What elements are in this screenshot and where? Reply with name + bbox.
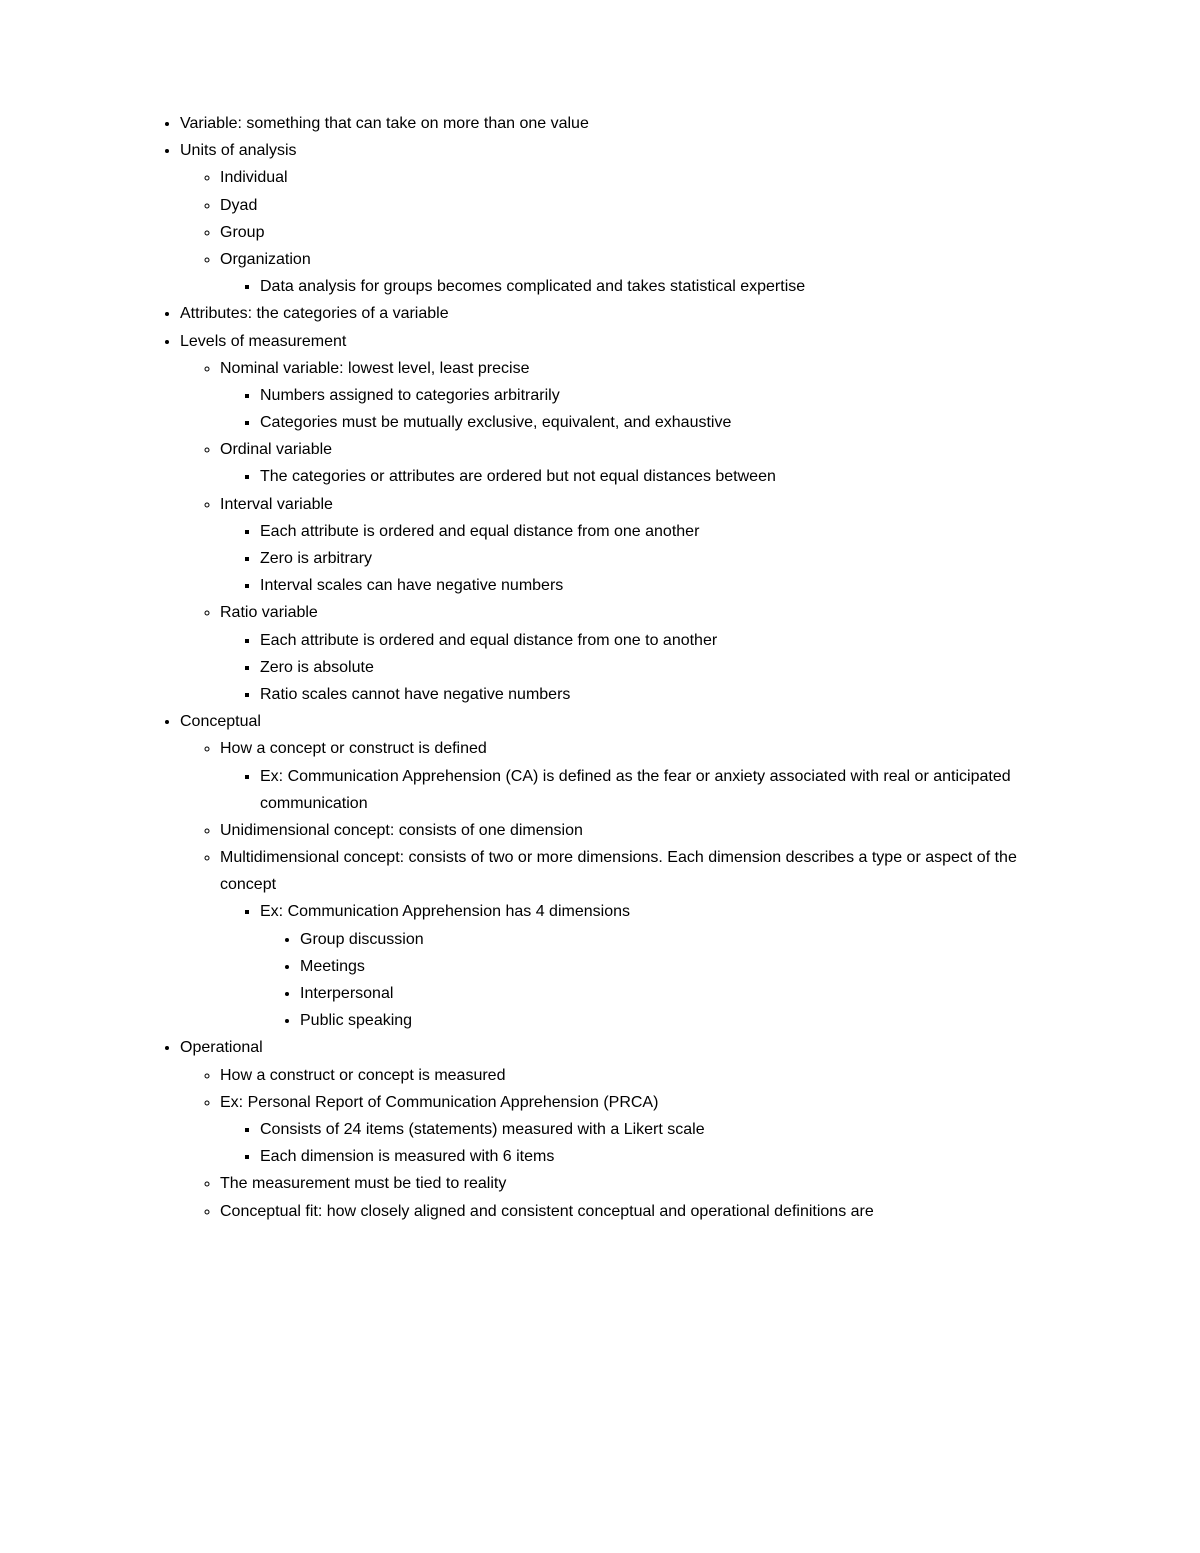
sublist: Each attribute is ordered and equal dist… [220, 627, 1060, 709]
item-text: Group discussion [300, 931, 424, 948]
list-item: Ordinal variable The categories or attri… [220, 436, 1060, 490]
list-item: Conceptual fit: how closely aligned and … [220, 1198, 1060, 1225]
item-text: Organization [220, 251, 311, 268]
sublist: Consists of 24 items (statements) measur… [220, 1116, 1060, 1170]
item-text: Each attribute is ordered and equal dist… [260, 632, 717, 649]
item-text: The measurement must be tied to reality [220, 1175, 506, 1192]
list-item: The categories or attributes are ordered… [260, 463, 1060, 490]
list-item: Consists of 24 items (statements) measur… [260, 1116, 1060, 1143]
list-item: Individual [220, 164, 1060, 191]
sublist: Individual Dyad Group Organization Data … [180, 164, 1060, 300]
list-item: Each attribute is ordered and equal dist… [260, 518, 1060, 545]
list-item: The measurement must be tied to reality [220, 1170, 1060, 1197]
list-item: Each dimension is measured with 6 items [260, 1143, 1060, 1170]
list-item: Ex: Communication Apprehension has 4 dim… [260, 898, 1060, 1034]
item-text: Group [220, 224, 264, 241]
item-text: Consists of 24 items (statements) measur… [260, 1121, 705, 1138]
list-item: Numbers assigned to categories arbitrari… [260, 382, 1060, 409]
list-item: Zero is arbitrary [260, 545, 1060, 572]
item-text: Each dimension is measured with 6 items [260, 1148, 554, 1165]
sublist: How a concept or construct is defined Ex… [180, 735, 1060, 1034]
list-item: Ex: Communication Apprehension (CA) is d… [260, 763, 1060, 817]
list-item: Levels of measurement Nominal variable: … [180, 328, 1060, 709]
item-text: How a construct or concept is measured [220, 1067, 505, 1084]
item-text: How a concept or construct is defined [220, 740, 487, 757]
list-item: Attributes: the categories of a variable [180, 300, 1060, 327]
item-text: Ex: Communication Apprehension has 4 dim… [260, 903, 630, 920]
item-text: Numbers assigned to categories arbitrari… [260, 387, 560, 404]
list-item: Each attribute is ordered and equal dist… [260, 627, 1060, 654]
list-item: Meetings [300, 953, 1060, 980]
item-text: Units of analysis [180, 142, 297, 159]
sublist: Data analysis for groups becomes complic… [220, 273, 1060, 300]
item-text: Unidimensional concept: consists of one … [220, 822, 583, 839]
item-text: Categories must be mutually exclusive, e… [260, 414, 731, 431]
sublist: The categories or attributes are ordered… [220, 463, 1060, 490]
item-text: Multidimensional concept: consists of tw… [220, 849, 1017, 893]
list-item: Interval scales can have negative number… [260, 572, 1060, 599]
item-text: Data analysis for groups becomes complic… [260, 278, 805, 295]
sublist: Numbers assigned to categories arbitrari… [220, 382, 1060, 436]
sublist: Ex: Communication Apprehension (CA) is d… [220, 763, 1060, 817]
list-item: Units of analysis Individual Dyad Group … [180, 137, 1060, 300]
item-text: Dyad [220, 197, 257, 214]
item-text: Individual [220, 169, 288, 186]
list-item: Organization Data analysis for groups be… [220, 246, 1060, 300]
list-item: Operational How a construct or concept i… [180, 1034, 1060, 1224]
item-text: Ordinal variable [220, 441, 332, 458]
item-text: Zero is arbitrary [260, 550, 372, 567]
list-item: Conceptual How a concept or construct is… [180, 708, 1060, 1034]
item-text: Zero is absolute [260, 659, 374, 676]
list-item: Interval variable Each attribute is orde… [220, 491, 1060, 600]
list-item: Interpersonal [300, 980, 1060, 1007]
list-item: Ex: Personal Report of Communication App… [220, 1089, 1060, 1171]
list-item: Unidimensional concept: consists of one … [220, 817, 1060, 844]
list-item: Ratio scales cannot have negative number… [260, 681, 1060, 708]
list-item: Nominal variable: lowest level, least pr… [220, 355, 1060, 437]
list-item: Categories must be mutually exclusive, e… [260, 409, 1060, 436]
list-item: How a concept or construct is defined Ex… [220, 735, 1060, 817]
list-item: Variable: something that can take on mor… [180, 110, 1060, 137]
item-text: Each attribute is ordered and equal dist… [260, 523, 699, 540]
item-text: Variable: something that can take on mor… [180, 115, 589, 132]
sublist: Group discussion Meetings Interpersonal … [260, 926, 1060, 1035]
document-page: Variable: something that can take on mor… [0, 0, 1200, 1553]
sublist: Ex: Communication Apprehension has 4 dim… [220, 898, 1060, 1034]
item-text: Interval scales can have negative number… [260, 577, 563, 594]
sublist: Nominal variable: lowest level, least pr… [180, 355, 1060, 708]
item-text: Interpersonal [300, 985, 393, 1002]
item-text: Attributes: the categories of a variable [180, 305, 449, 322]
item-text: Operational [180, 1039, 263, 1056]
list-item: How a construct or concept is measured [220, 1062, 1060, 1089]
item-text: Interval variable [220, 496, 333, 513]
list-item: Dyad [220, 192, 1060, 219]
item-text: Public speaking [300, 1012, 412, 1029]
list-item: Group discussion [300, 926, 1060, 953]
item-text: Conceptual [180, 713, 261, 730]
sublist: How a construct or concept is measured E… [180, 1062, 1060, 1225]
list-item: Multidimensional concept: consists of tw… [220, 844, 1060, 1034]
item-text: Levels of measurement [180, 333, 346, 350]
list-item: Zero is absolute [260, 654, 1060, 681]
list-item: Public speaking [300, 1007, 1060, 1034]
list-item: Group [220, 219, 1060, 246]
list-item: Data analysis for groups becomes complic… [260, 273, 1060, 300]
item-text: Conceptual fit: how closely aligned and … [220, 1203, 874, 1220]
item-text: Nominal variable: lowest level, least pr… [220, 360, 529, 377]
item-text: Ex: Personal Report of Communication App… [220, 1094, 658, 1111]
item-text: Ex: Communication Apprehension (CA) is d… [260, 768, 1011, 812]
item-text: The categories or attributes are ordered… [260, 468, 776, 485]
sublist: Each attribute is ordered and equal dist… [220, 518, 1060, 600]
list-item: Ratio variable Each attribute is ordered… [220, 599, 1060, 708]
item-text: Meetings [300, 958, 365, 975]
item-text: Ratio variable [220, 604, 318, 621]
item-text: Ratio scales cannot have negative number… [260, 686, 570, 703]
outline-list: Variable: something that can take on mor… [140, 110, 1060, 1225]
